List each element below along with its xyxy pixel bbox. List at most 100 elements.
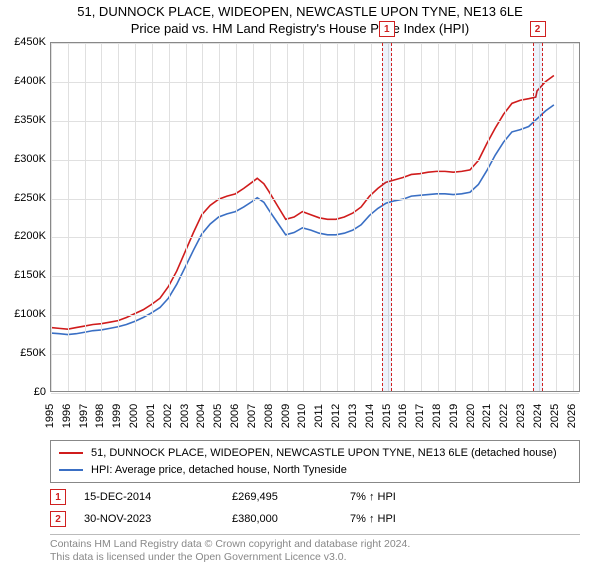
gridline-v <box>421 43 422 391</box>
gridline-h <box>51 199 579 200</box>
transaction-rows: 1 15-DEC-2014 £269,495 7% ↑ HPI 2 30-NOV-2023… <box>50 486 580 564</box>
gridline-v <box>438 43 439 391</box>
marker-number: 2 <box>530 21 546 37</box>
x-axis-label: 2018 <box>431 404 443 428</box>
transaction-delta: 7% ↑ HPI <box>350 513 440 525</box>
gridline-v <box>169 43 170 391</box>
transaction-delta: 7% ↑ HPI <box>350 491 440 503</box>
y-axis-label: £350K <box>14 114 46 126</box>
gridline-v <box>186 43 187 391</box>
transaction-row: 1 15-DEC-2014 £269,495 7% ↑ HPI <box>50 486 580 508</box>
legend-swatch <box>59 452 83 454</box>
gridline-h <box>51 237 579 238</box>
x-axis-label: 1995 <box>44 404 56 428</box>
x-axis-label: 1997 <box>78 404 90 428</box>
footer-line2: This data is licensed under the Open Gov… <box>50 551 580 564</box>
gridline-v <box>118 43 119 391</box>
plot-region: 12 <box>50 42 580 392</box>
legend: 51, DUNNOCK PLACE, WIDEOPEN, NEWCASTLE U… <box>50 440 580 483</box>
gridline-h <box>51 315 579 316</box>
x-axis-label: 2017 <box>414 404 426 428</box>
gridline-h <box>51 43 579 44</box>
y-axis-label: £250K <box>14 192 46 204</box>
gridline-v <box>152 43 153 391</box>
transaction-date: 15-DEC-2014 <box>84 491 224 503</box>
transaction-marker: 2 <box>50 511 66 527</box>
y-axis-label: £200K <box>14 230 46 242</box>
gridline-v <box>488 43 489 391</box>
gridline-v <box>337 43 338 391</box>
gridline-v <box>287 43 288 391</box>
gridline-v <box>522 43 523 391</box>
gridline-v <box>51 43 52 391</box>
x-axis-label: 2003 <box>179 404 191 428</box>
x-axis-label: 2023 <box>515 404 527 428</box>
gridline-v <box>303 43 304 391</box>
gridline-h <box>51 276 579 277</box>
marker-number: 1 <box>379 21 395 37</box>
x-axis-label: 1996 <box>61 404 73 428</box>
gridline-v <box>101 43 102 391</box>
transaction-marker: 1 <box>50 489 66 505</box>
legend-swatch <box>59 469 83 471</box>
gridline-v <box>371 43 372 391</box>
y-axis-label: £50K <box>20 347 46 359</box>
gridline-v <box>404 43 405 391</box>
transaction-date: 30-NOV-2023 <box>84 513 224 525</box>
gridline-v <box>573 43 574 391</box>
x-axis-label: 2007 <box>246 404 258 428</box>
gridline-v <box>472 43 473 391</box>
chart-title-line2: Price paid vs. HM Land Registry's House … <box>0 21 600 36</box>
chart-title-line1: 51, DUNNOCK PLACE, WIDEOPEN, NEWCASTLE U… <box>0 0 600 21</box>
x-axis-label: 2008 <box>263 404 275 428</box>
x-axis-label: 2016 <box>397 404 409 428</box>
transaction-price: £380,000 <box>232 513 342 525</box>
x-axis-label: 2004 <box>195 404 207 428</box>
x-axis-label: 2022 <box>498 404 510 428</box>
gridline-v <box>320 43 321 391</box>
transaction-price: £269,495 <box>232 491 342 503</box>
gridline-h <box>51 354 579 355</box>
marker-band <box>533 43 543 391</box>
gridline-v <box>219 43 220 391</box>
x-axis-label: 2010 <box>296 404 308 428</box>
x-axis-label: 2013 <box>347 404 359 428</box>
x-axis-label: 2012 <box>330 404 342 428</box>
gridline-v <box>505 43 506 391</box>
x-axis-label: 2025 <box>549 404 561 428</box>
y-axis-label: £100K <box>14 308 46 320</box>
gridline-v <box>253 43 254 391</box>
gridline-v <box>354 43 355 391</box>
x-axis-label: 2019 <box>448 404 460 428</box>
gridline-h <box>51 121 579 122</box>
x-axis-label: 2002 <box>162 404 174 428</box>
gridline-v <box>455 43 456 391</box>
x-axis-label: 2011 <box>313 404 325 428</box>
gridline-h <box>51 160 579 161</box>
legend-item: 51, DUNNOCK PLACE, WIDEOPEN, NEWCASTLE U… <box>59 445 571 462</box>
x-axis-label: 2020 <box>465 404 477 428</box>
x-axis-label: 2021 <box>481 404 493 428</box>
chart-area: 12 £0£50K£100K£150K£200K£250K£300K£350K£… <box>50 42 580 412</box>
marker-band <box>382 43 392 391</box>
x-axis-label: 1999 <box>111 404 123 428</box>
x-axis-label: 2024 <box>532 404 544 428</box>
x-axis-label: 2026 <box>566 404 578 428</box>
y-axis-label: £150K <box>14 269 46 281</box>
gridline-v <box>202 43 203 391</box>
legend-label: 51, DUNNOCK PLACE, WIDEOPEN, NEWCASTLE U… <box>91 445 557 462</box>
gridline-v <box>135 43 136 391</box>
y-axis-label: £400K <box>14 75 46 87</box>
x-axis-label: 2006 <box>229 404 241 428</box>
gridline-v <box>556 43 557 391</box>
chart-container: 51, DUNNOCK PLACE, WIDEOPEN, NEWCASTLE U… <box>0 0 600 560</box>
gridline-h <box>51 82 579 83</box>
y-axis-label: £0 <box>34 386 46 398</box>
x-axis-label: 2014 <box>364 404 376 428</box>
x-axis-label: 2000 <box>128 404 140 428</box>
legend-label: HPI: Average price, detached house, Nort… <box>91 462 347 479</box>
y-axis-label: £450K <box>14 36 46 48</box>
x-axis-label: 2015 <box>381 404 393 428</box>
x-axis-label: 2009 <box>280 404 292 428</box>
line-layer <box>51 43 579 391</box>
